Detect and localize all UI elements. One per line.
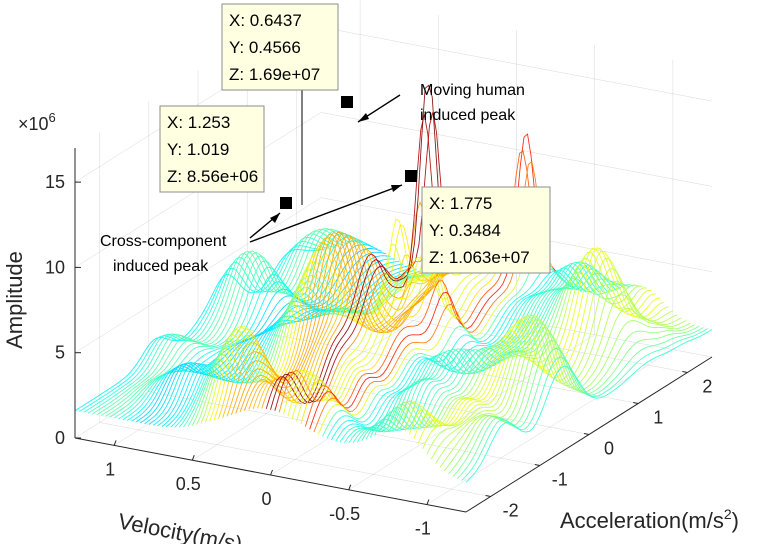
surface-mesh xyxy=(74,84,713,483)
datatip-1-y: Y: 0.4566 xyxy=(229,38,301,57)
x-tick-label: -1 xyxy=(415,519,431,539)
x-tick-label: 1 xyxy=(105,459,115,479)
annotation-cross-line1: Cross-component xyxy=(100,233,227,250)
datatip-2-y: Y: 1.019 xyxy=(167,140,229,159)
z-axis-title: Amplitude xyxy=(2,251,27,349)
x-tick-label: 0 xyxy=(261,489,271,509)
y-tick-label: -2 xyxy=(503,501,519,521)
datatip-1[interactable]: X: 0.6437 Y: 0.4566 Z: 1.69e+07 xyxy=(221,3,339,91)
z-scale-label: ×106 xyxy=(18,110,56,134)
peak-marker-2[interactable] xyxy=(280,197,292,209)
datatip-3-z: Z: 1.063e+07 xyxy=(429,248,530,267)
annotation-arrow-cross-2 xyxy=(249,184,403,243)
datatip-2-z: Z: 8.56e+06 xyxy=(167,167,258,186)
datatip-1-x: X: 0.6437 xyxy=(229,11,302,30)
annotation-cross-line2: induced peak xyxy=(113,258,209,275)
y-tick-label: 1 xyxy=(653,408,663,428)
datatip-3[interactable]: X: 1.775 Y: 0.3484 Z: 1.063e+07 xyxy=(421,186,551,274)
datatip-2[interactable]: X: 1.253 Y: 1.019 Z: 8.56e+06 xyxy=(159,105,265,193)
z-tick-label: 10 xyxy=(45,257,65,277)
peak-marker-1[interactable] xyxy=(341,96,353,108)
axes-ticks: 0 5 10 15 1 0.5 0 -0.5 -1 -2 -1 0 1 2 xyxy=(45,172,712,538)
z-tick-label: 15 xyxy=(45,172,65,192)
datatips: X: 0.6437 Y: 0.4566 Z: 1.69e+07 X: 1.253… xyxy=(159,3,551,274)
arrowhead xyxy=(391,185,402,192)
annotation-human-line1: Moving human xyxy=(420,82,525,99)
arrowhead xyxy=(270,213,280,223)
datatip-3-x: X: 1.775 xyxy=(429,194,492,213)
datatip-3-y: Y: 0.3484 xyxy=(429,221,501,240)
y-tick-label: -1 xyxy=(552,470,568,490)
z-tick-label: 0 xyxy=(55,428,65,448)
y-axis-title: Acceleration(m/s2) xyxy=(560,506,739,533)
peak-marker-3[interactable] xyxy=(405,170,417,182)
annotation-human-line2: induced peak xyxy=(420,107,516,124)
annotations: Moving human induced peak Cross-componen… xyxy=(100,82,525,275)
datatip-2-x: X: 1.253 xyxy=(167,113,230,132)
x-tick-label: -0.5 xyxy=(329,504,360,524)
x-tick-label: 0.5 xyxy=(176,474,201,494)
y-tick-label: 0 xyxy=(604,439,614,459)
datatip-1-z: Z: 1.69e+07 xyxy=(229,65,320,84)
arrowhead xyxy=(358,113,369,122)
y-tick-label: 2 xyxy=(702,377,712,397)
x-axis-title: Velocity(m/s) xyxy=(116,508,244,544)
peak-markers xyxy=(280,96,417,209)
z-tick-label: 5 xyxy=(55,343,65,363)
